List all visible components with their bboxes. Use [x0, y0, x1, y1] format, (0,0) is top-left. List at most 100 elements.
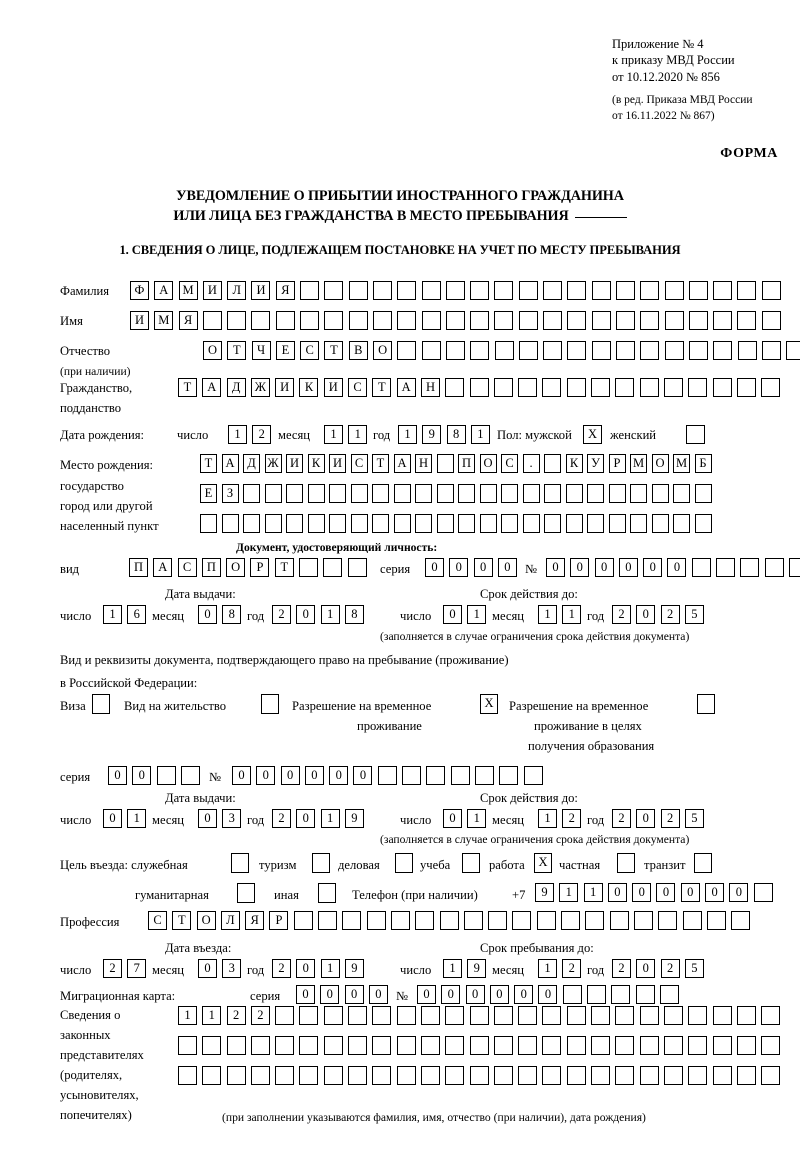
- form-cell[interactable]: 0: [280, 766, 300, 785]
- form-cell[interactable]: [608, 484, 626, 503]
- form-cell[interactable]: [737, 341, 757, 360]
- form-cell[interactable]: [445, 281, 465, 300]
- form-cell[interactable]: 0: [417, 985, 436, 1004]
- form-cell[interactable]: [518, 378, 538, 397]
- form-cell[interactable]: Т: [324, 341, 344, 360]
- form-cell[interactable]: [609, 911, 629, 930]
- form-cell[interactable]: 0: [425, 558, 444, 577]
- form-cell[interactable]: [761, 311, 781, 330]
- form-cell[interactable]: [436, 514, 454, 533]
- form-cell[interactable]: У: [587, 454, 604, 473]
- form-cell[interactable]: 2: [272, 959, 291, 978]
- form-cell[interactable]: [372, 311, 392, 330]
- form-cell[interactable]: [639, 1036, 659, 1055]
- form-cell[interactable]: [470, 341, 490, 360]
- form-cell[interactable]: [415, 484, 432, 503]
- form-cell[interactable]: Е: [275, 341, 295, 360]
- form-cell[interactable]: [348, 281, 368, 300]
- form-cell[interactable]: [299, 1006, 319, 1025]
- form-cell[interactable]: 1: [228, 425, 247, 444]
- form-cell[interactable]: [202, 1066, 222, 1085]
- form-cell[interactable]: [493, 378, 513, 397]
- form-cell[interactable]: [682, 911, 702, 930]
- form-cell[interactable]: Д: [243, 454, 260, 473]
- form-cell[interactable]: [470, 311, 490, 330]
- form-cell[interactable]: 1: [398, 425, 417, 444]
- form-cell[interactable]: 2: [660, 809, 680, 828]
- form-cell[interactable]: [663, 378, 683, 397]
- form-cell[interactable]: [324, 311, 344, 330]
- form-cell[interactable]: [347, 558, 367, 577]
- form-cell[interactable]: [673, 514, 690, 533]
- form-cell[interactable]: М: [673, 454, 690, 473]
- form-cell[interactable]: [264, 514, 282, 533]
- form-cell[interactable]: Л: [227, 281, 247, 300]
- form-cell[interactable]: 0: [497, 558, 517, 577]
- form-cell[interactable]: [651, 514, 669, 533]
- form-cell[interactable]: 5: [684, 959, 704, 978]
- form-cell[interactable]: [591, 281, 611, 300]
- form-cell[interactable]: [479, 514, 497, 533]
- form-cell[interactable]: [518, 1036, 538, 1055]
- form-cell[interactable]: [377, 766, 397, 785]
- form-cell[interactable]: Р: [250, 558, 270, 577]
- form-cell[interactable]: О: [226, 558, 246, 577]
- form-cell[interactable]: [761, 341, 781, 360]
- form-cell[interactable]: [736, 1036, 756, 1055]
- form-cell[interactable]: 1: [559, 883, 579, 902]
- form-cell[interactable]: [565, 514, 583, 533]
- form-cell[interactable]: 1: [320, 959, 340, 978]
- form-cell[interactable]: [566, 1006, 586, 1025]
- form-cell[interactable]: Д: [226, 378, 246, 397]
- form-cell[interactable]: [494, 281, 514, 300]
- form-cell[interactable]: [463, 911, 483, 930]
- form-cell[interactable]: [318, 911, 338, 930]
- purpose-other-checkbox[interactable]: [318, 883, 336, 903]
- form-cell[interactable]: [323, 1006, 343, 1025]
- form-cell[interactable]: 0: [353, 766, 373, 785]
- form-cell[interactable]: Т: [227, 341, 247, 360]
- form-cell[interactable]: 0: [473, 558, 493, 577]
- form-cell[interactable]: 1: [467, 605, 487, 624]
- form-cell[interactable]: 3: [222, 959, 242, 978]
- purpose-work-checkbox[interactable]: X: [534, 853, 552, 873]
- form-cell[interactable]: [673, 484, 690, 503]
- form-cell[interactable]: [788, 558, 800, 577]
- form-cell[interactable]: [469, 1066, 489, 1085]
- form-cell[interactable]: [299, 1066, 319, 1085]
- form-cell[interactable]: [712, 378, 732, 397]
- form-cell[interactable]: 2: [660, 605, 680, 624]
- form-cell[interactable]: 7: [127, 959, 147, 978]
- form-cell[interactable]: [694, 484, 712, 503]
- form-cell[interactable]: [323, 1066, 343, 1085]
- form-cell[interactable]: [567, 311, 587, 330]
- form-cell[interactable]: [393, 514, 411, 533]
- form-cell[interactable]: [372, 1066, 392, 1085]
- form-cell[interactable]: 0: [441, 985, 461, 1004]
- form-cell[interactable]: [542, 1036, 562, 1055]
- form-cell[interactable]: И: [275, 378, 295, 397]
- form-cell[interactable]: [275, 1066, 295, 1085]
- form-cell[interactable]: [567, 341, 587, 360]
- form-cell[interactable]: 0: [546, 558, 565, 577]
- form-cell[interactable]: [659, 985, 679, 1004]
- form-cell[interactable]: [421, 311, 441, 330]
- birth-place-row-3[interactable]: [200, 514, 716, 533]
- form-cell[interactable]: [445, 311, 465, 330]
- form-cell[interactable]: [663, 1036, 683, 1055]
- form-cell[interactable]: [286, 484, 303, 503]
- form-cell[interactable]: [567, 281, 587, 300]
- form-cell[interactable]: 0: [729, 883, 749, 902]
- form-cell[interactable]: [585, 911, 605, 930]
- form-cell[interactable]: 8: [344, 605, 364, 624]
- form-cell[interactable]: О: [373, 341, 393, 360]
- form-cell[interactable]: [415, 911, 435, 930]
- form-cell[interactable]: [630, 484, 647, 503]
- form-cell[interactable]: [474, 766, 494, 785]
